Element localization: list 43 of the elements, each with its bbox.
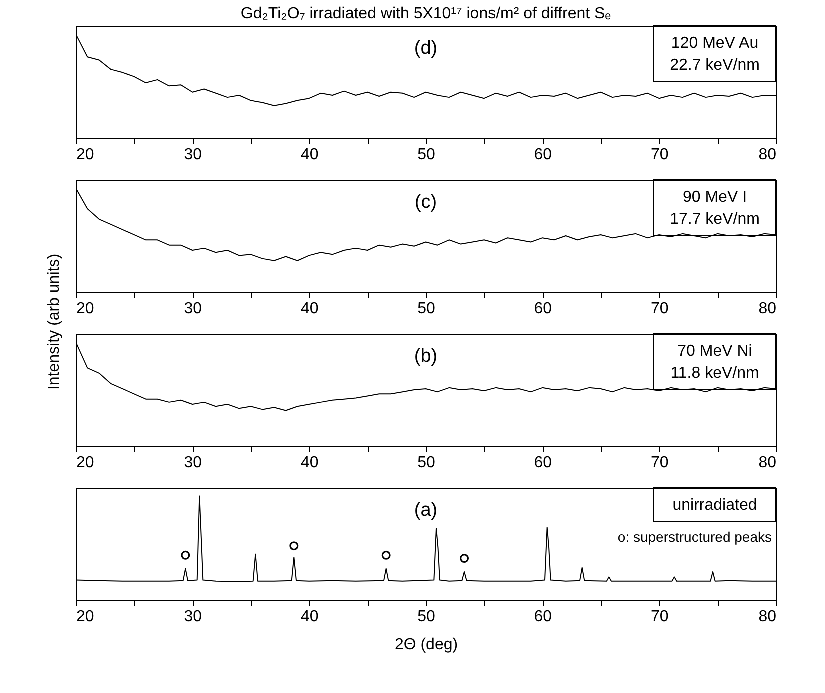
- x-tick-label: 50: [418, 300, 436, 318]
- annotation: (c): [414, 192, 438, 213]
- x-tick-label: 80: [758, 454, 777, 472]
- annotation: o: superstructured peaks: [618, 529, 772, 545]
- x-tick-label: 40: [300, 608, 319, 626]
- x-tick-label: 70: [650, 608, 669, 626]
- x-tick-label: 30: [184, 608, 202, 626]
- x-tick-label: 80: [758, 146, 777, 164]
- x-tick-label: 80: [758, 300, 777, 318]
- x-tick-label: 80: [758, 608, 777, 626]
- x-tick-label: 60: [534, 608, 552, 626]
- annotation: (b): [414, 346, 438, 367]
- annotation: 11.8 keV/nm: [670, 365, 760, 382]
- annotation: (d): [414, 38, 438, 59]
- chart-title: Gd₂Ti₂O₇ irradiated with 5X10¹⁷ ions/m² of diffrent Sₑ: [240, 6, 612, 22]
- x-tick-label: 30: [184, 146, 202, 164]
- x-tick-label: 60: [534, 300, 552, 318]
- annotation: 90 MeV I: [682, 189, 748, 206]
- x-tick-label: 50: [418, 454, 436, 472]
- x-tick-label: 30: [184, 454, 202, 472]
- x-tick-label: 20: [76, 454, 94, 472]
- x-tick-label: 20: [76, 146, 94, 164]
- x-tick-label: 20: [76, 300, 94, 318]
- x-tick-label: 70: [650, 454, 669, 472]
- annotation: unirradiated: [672, 497, 758, 514]
- annotation: 70 MeV Ni: [678, 343, 752, 360]
- x-tick-label: 50: [418, 146, 436, 164]
- x-tick-label: 60: [534, 146, 552, 164]
- x-tick-label: 40: [300, 300, 319, 318]
- annotation: 17.7 keV/nm: [670, 211, 760, 228]
- annotation: 22.7 keV/nm: [670, 57, 760, 74]
- y-axis-title: Intensity (arb units): [46, 254, 63, 390]
- x-tick-label: 70: [650, 300, 669, 318]
- x-tick-label: 70: [650, 146, 669, 164]
- x-tick-label: 40: [300, 454, 319, 472]
- x-axis-title: 2Θ (deg): [394, 636, 458, 654]
- x-tick-label: 50: [418, 608, 436, 626]
- x-tick-label: 20: [76, 608, 94, 626]
- x-tick-label: 30: [184, 300, 202, 318]
- x-tick-label: 60: [534, 454, 552, 472]
- x-tick-label: 40: [300, 146, 319, 164]
- annotation: (a): [414, 500, 438, 521]
- annotation: 120 MeV Au: [671, 35, 759, 52]
